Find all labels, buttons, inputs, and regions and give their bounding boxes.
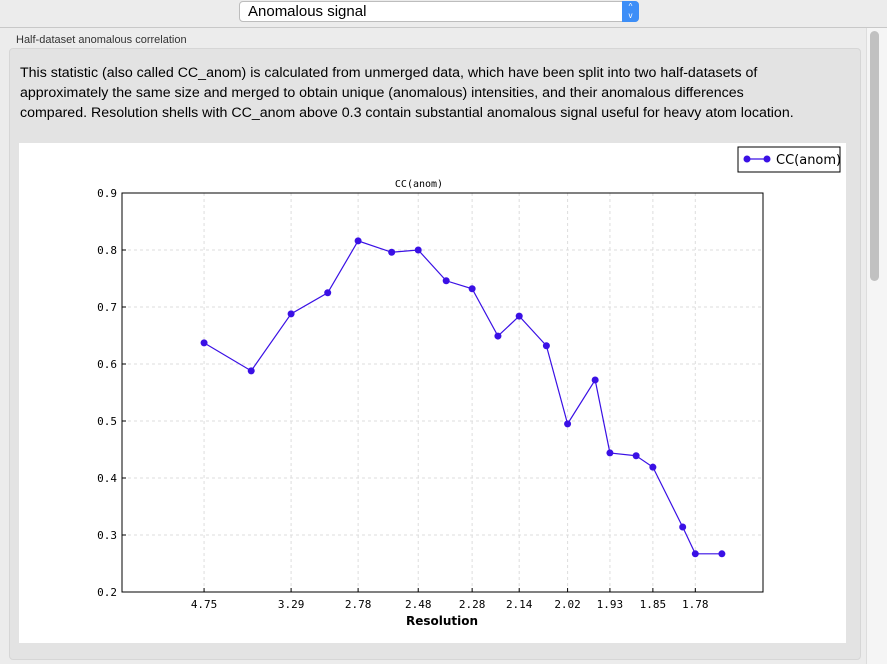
up-down-arrows-icon: ^ v (622, 1, 639, 22)
data-point (542, 342, 550, 350)
legend: CC(anom) (737, 146, 841, 173)
y-tick-label: 0.6 (97, 358, 117, 371)
data-point (324, 289, 332, 297)
x-tick-label: 2.78 (345, 598, 372, 611)
x-tick-label: 2.14 (506, 598, 533, 611)
y-tick-label: 0.2 (97, 586, 117, 599)
y-tick-label: 0.7 (97, 301, 117, 314)
y-tick-label: 0.9 (97, 187, 117, 200)
data-point (200, 339, 208, 347)
data-point (679, 523, 687, 531)
data-point (442, 277, 450, 285)
x-axis-label: Resolution (406, 614, 478, 628)
plot-frame (121, 192, 764, 593)
legend-marker-icon (743, 155, 751, 163)
view-selector[interactable]: Anomalous signal ^ v (239, 1, 639, 22)
plot-canvas (19, 143, 846, 643)
data-point (591, 376, 599, 384)
data-point (388, 248, 396, 256)
y-tick-label: 0.5 (97, 415, 117, 428)
data-point (354, 237, 362, 245)
toolbar: Anomalous signal ^ v (0, 0, 887, 28)
legend-marker-icon (763, 155, 771, 163)
series-line (203, 240, 722, 555)
data-point (515, 312, 523, 320)
data-point (247, 367, 255, 375)
x-tick-label: 4.75 (191, 598, 218, 611)
x-tick-label: 1.78 (682, 598, 709, 611)
scrollbar-thumb[interactable] (870, 31, 879, 281)
x-tick-label: 1.93 (597, 598, 624, 611)
description-text: This statistic (also called CC_anom) is … (20, 65, 794, 121)
data-point (718, 550, 726, 558)
y-tick-label: 0.8 (97, 244, 117, 257)
view-selector-value: Anomalous signal (248, 3, 367, 20)
data-point (494, 332, 502, 340)
x-tick-label: 3.29 (278, 598, 305, 611)
data-point (632, 452, 640, 460)
data-point (287, 310, 295, 318)
data-point (468, 285, 476, 293)
data-point (606, 449, 614, 457)
y-tick-label: 0.4 (97, 472, 117, 485)
x-tick-label: 1.85 (640, 598, 667, 611)
data-point (414, 246, 422, 254)
data-point (691, 550, 699, 558)
x-tick-label: 2.48 (405, 598, 432, 611)
x-tick-label: 2.28 (459, 598, 486, 611)
legend-label: CC(anom) (776, 153, 841, 168)
y-tick-label: 0.3 (97, 529, 117, 542)
x-tick-label: 2.02 (554, 598, 581, 611)
data-point (564, 420, 572, 428)
chart-title: CC(anom) (395, 179, 443, 190)
group-title: Half-dataset anomalous correlation (16, 34, 187, 46)
data-point (649, 463, 657, 471)
